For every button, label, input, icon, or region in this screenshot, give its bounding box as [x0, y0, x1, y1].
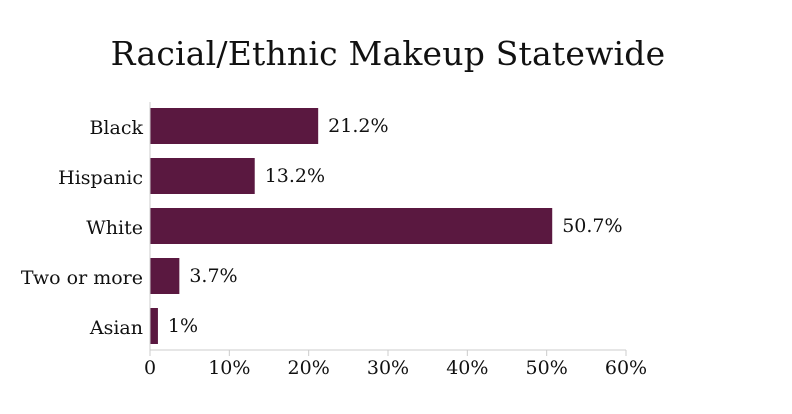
bar-two-or-more [150, 258, 180, 294]
category-label-asian: Asian [89, 317, 143, 339]
data-label-asian: 1% [168, 315, 198, 337]
category-label-two-or-more: Two or more [21, 267, 143, 289]
category-label-hispanic: Hispanic [58, 167, 143, 189]
chart-title: Racial/Ethnic Makeup Statewide [110, 34, 666, 73]
labels-layer: Black 21.2% Hispanic 13.2% White 50.7% Two or … [21, 115, 647, 379]
bar-black [150, 108, 319, 144]
x-tick-label: 10% [208, 357, 250, 379]
data-label-white: 50.7% [562, 215, 622, 237]
data-label-black: 21.2% [328, 115, 388, 137]
data-label-two-or-more: 3.7% [189, 265, 237, 287]
x-tick-label: 50% [526, 357, 568, 379]
x-tick-label: 60% [605, 357, 647, 379]
x-tick-label: 40% [446, 357, 488, 379]
bar-asian [150, 308, 158, 344]
category-label-black: Black [89, 117, 143, 139]
bar-hispanic [150, 158, 255, 194]
x-tick-label: 20% [288, 357, 330, 379]
bar-white [150, 208, 553, 244]
data-label-hispanic: 13.2% [265, 165, 325, 187]
x-tick-label: 0 [144, 357, 156, 379]
category-label-white: White [86, 217, 143, 239]
x-tick-label: 30% [367, 357, 409, 379]
bars-layer [150, 108, 553, 344]
axis-layer [149, 102, 627, 356]
